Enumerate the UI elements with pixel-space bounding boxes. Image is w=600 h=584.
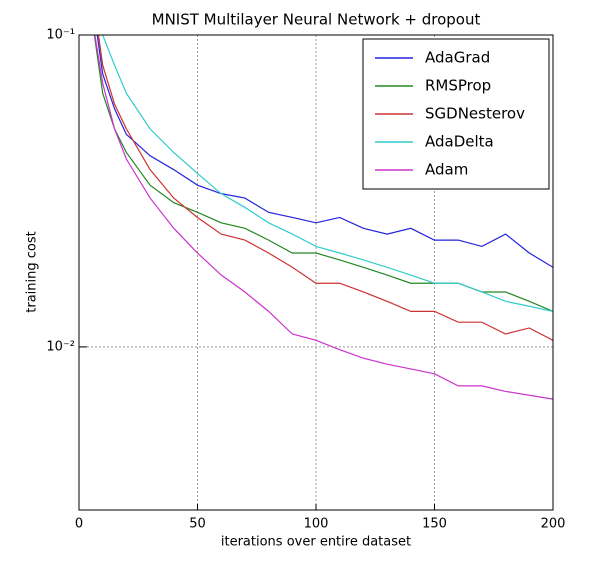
series-line	[94, 35, 553, 400]
chart-title: MNIST Multilayer Neural Network + dropou…	[152, 11, 481, 29]
legend-label: AdaDelta	[425, 133, 494, 151]
x-axis-label: iterations over entire dataset	[221, 535, 411, 550]
series-line	[97, 35, 553, 341]
x-tick-label: 50	[189, 517, 206, 532]
x-tick-label: 150	[422, 517, 447, 532]
legend-label: RMSProp	[425, 77, 491, 95]
series-line	[102, 35, 553, 312]
y-tick-label: 10⁻¹	[46, 28, 75, 43]
x-tick-label: 0	[75, 517, 83, 532]
y-tick-label: 10⁻²	[46, 339, 75, 354]
legend-label: Adam	[425, 161, 468, 179]
y-axis-label: training cost	[25, 231, 40, 312]
x-tick-label: 200	[541, 517, 566, 532]
legend-label: AdaGrad	[425, 49, 490, 67]
x-tick-label: 100	[304, 517, 329, 532]
legend-label: SGDNesterov	[425, 105, 525, 123]
series-line	[96, 35, 553, 268]
plot-frame	[78, 34, 554, 511]
